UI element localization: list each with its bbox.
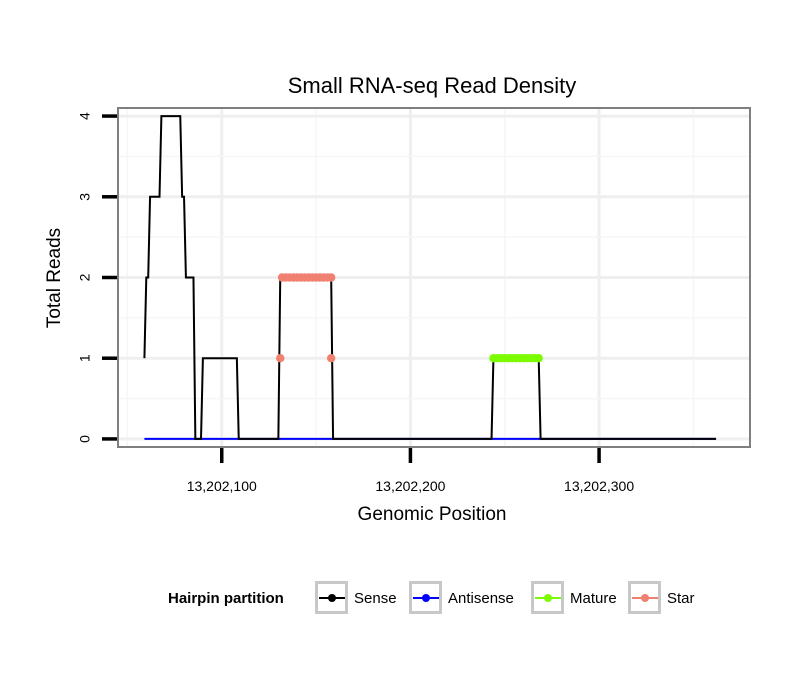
y-tick-label: 1 [77,354,93,362]
legend-key-point [641,594,649,602]
legend-label: Star [667,590,695,607]
legend-item-mature: Mature [531,581,617,614]
data-point-star [326,273,336,282]
axes: 0 1 2 3 4 13,202,100 13,202,200 13,202,300 [77,112,635,494]
y-tick-label: 4 [77,112,93,120]
legend-label: Sense [354,590,397,607]
y-tick-label: 0 [77,435,93,443]
y-tick-label: 3 [77,193,93,201]
y-axis-title: Total Reads [44,228,65,328]
data-point-mature [534,354,543,363]
x-tick-label: 13,202,100 [187,478,257,494]
legend-key-point [328,594,336,602]
series-sense [143,115,717,440]
x-tick-label: 13,202,200 [375,478,445,494]
grid-lines [119,109,749,446]
legend-entries: Sense Antisense Mature Star [315,581,695,614]
legend-title: Hairpin partition [168,590,284,607]
legend-key-point [422,594,430,602]
legend-item-antisense: Antisense [409,581,514,614]
series-line-sense [143,115,717,440]
legend-label: Mature [570,590,617,607]
data-point-star [276,354,285,363]
legend-key-point [544,594,552,602]
series-star [276,273,336,363]
chart-title: Small RNA-seq Read Density [288,73,577,98]
series-layer [143,115,717,440]
x-axis-title: Genomic Position [358,504,507,525]
data-point-star [326,354,336,363]
series-mature [489,354,543,363]
legend-item-star: Star [628,581,695,614]
legend-label: Antisense [448,590,514,607]
legend: Hairpin partition Sense Antisense Mature St… [168,581,695,614]
y-tick-label: 2 [77,273,93,281]
x-tick-label: 13,202,300 [564,478,634,494]
legend-item-sense: Sense [315,581,397,614]
